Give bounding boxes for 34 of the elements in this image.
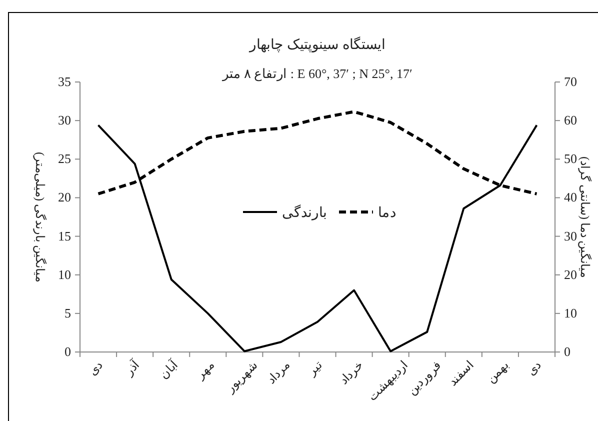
x-tick-label: شهریور xyxy=(222,358,260,396)
x-tick-label: تیر xyxy=(304,358,325,379)
y-axis-title: میانگین بارندگی (میلی‌متر) xyxy=(33,152,47,282)
x-tick-label: خرداد xyxy=(336,358,366,388)
y2-tick-label: 10 xyxy=(564,305,577,320)
x-tick-label: دی xyxy=(524,358,544,378)
y-tick-label: 5 xyxy=(64,305,71,320)
y2-tick-label: 60 xyxy=(564,112,577,128)
y-tick-label: 0 xyxy=(64,344,71,359)
y2-tick-label: 50 xyxy=(564,151,577,166)
y-tick-label: 20 xyxy=(58,190,71,205)
x-tick-label: بهمن xyxy=(484,358,512,386)
y-tick-label: 15 xyxy=(58,228,71,244)
y2-tick-label: 70 xyxy=(564,74,577,89)
x-tick-label: دی xyxy=(86,358,106,378)
x-tick-label: آبان xyxy=(156,356,181,382)
x-tick-label: مرداد xyxy=(264,358,292,387)
x-tick-label: مهر xyxy=(192,358,217,382)
y-tick-label: 25 xyxy=(58,151,71,166)
y-tick-label: 10 xyxy=(58,266,71,282)
y2-tick-label: 40 xyxy=(564,190,577,205)
x-tick-label: اردیبهشت xyxy=(365,358,410,404)
y2-tick-label: 20 xyxy=(564,266,577,282)
x-tick-label: اسفند xyxy=(446,358,476,389)
y-tick-label: 30 xyxy=(58,112,71,128)
y2-tick-label: 0 xyxy=(564,344,570,359)
y2-axis-title: میانگین دما (سانتی گراد) xyxy=(578,156,592,278)
y-tick-label: 35 xyxy=(58,74,71,89)
legend-label: بارندگی xyxy=(282,204,327,221)
y2-tick-label: 30 xyxy=(564,228,577,244)
x-tick-label: آذر xyxy=(120,356,143,379)
legend-label: دما xyxy=(378,206,396,221)
chart-title: ایستگاه سینوپتیک چابهار xyxy=(248,36,386,53)
chart-subtitle: ارتفاع ۸ متر : E 60°, 37′ ; N 25°, 17′ xyxy=(222,66,412,82)
